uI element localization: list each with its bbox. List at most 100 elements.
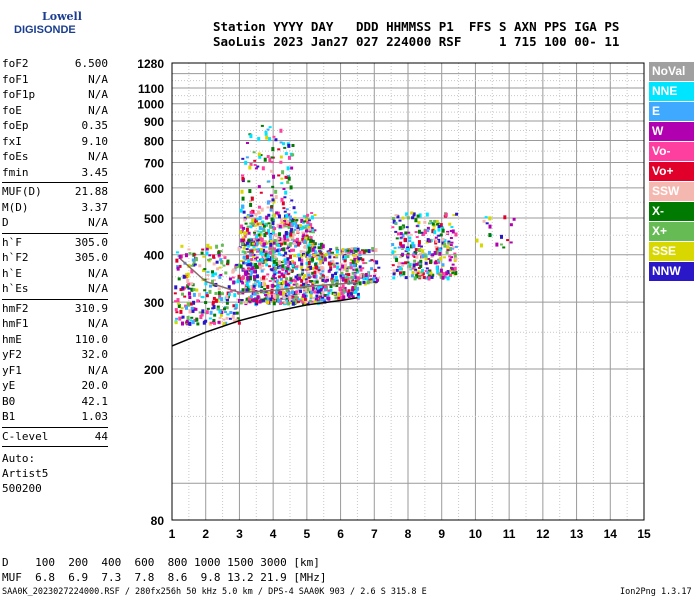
echo-point	[291, 143, 295, 147]
echo-point	[208, 317, 212, 320]
echo-point	[287, 272, 291, 275]
echo-point	[339, 295, 343, 300]
echo-point	[439, 223, 443, 228]
echo-point	[287, 155, 291, 160]
echo-point	[277, 174, 281, 177]
echo-point	[362, 278, 366, 281]
echo-point	[271, 185, 275, 188]
echo-point	[281, 254, 285, 257]
echo-point	[294, 220, 298, 223]
echo-point	[369, 274, 373, 277]
echo-point	[424, 276, 428, 280]
echo-point	[280, 265, 284, 270]
echo-point	[376, 278, 380, 282]
echo-point	[294, 265, 298, 270]
echo-point	[288, 220, 292, 224]
echo-point	[411, 271, 415, 276]
echo-point	[272, 199, 276, 204]
echo-point	[252, 268, 256, 272]
echo-point	[274, 266, 278, 271]
echo-point	[298, 287, 302, 290]
echo-point	[361, 273, 365, 278]
echo-point	[291, 264, 295, 268]
param-row: fmin 3.45	[2, 165, 108, 181]
param-row: yF1 N/A	[2, 363, 108, 379]
legend-item: NoVal	[649, 62, 694, 81]
echo-point	[281, 170, 285, 175]
echo-point	[310, 300, 314, 303]
echo-point	[306, 251, 310, 254]
param-row: B0 42.1	[2, 394, 108, 410]
echo-point	[238, 278, 242, 282]
echo-point	[406, 215, 410, 218]
x-tick-label: 15	[637, 527, 651, 541]
echo-point	[313, 229, 317, 232]
echo-point	[436, 222, 440, 225]
echo-point	[340, 291, 344, 296]
echo-point	[263, 291, 267, 295]
echo-point	[404, 261, 408, 265]
echo-point	[450, 241, 454, 244]
echo-point	[269, 194, 273, 197]
echo-point	[283, 300, 287, 304]
echo-point	[358, 250, 362, 255]
echo-point	[306, 256, 310, 260]
echo-point	[311, 247, 315, 252]
echo-point	[451, 229, 455, 234]
echo-point	[175, 317, 179, 320]
echo-point	[268, 126, 272, 129]
echo-point	[368, 278, 372, 281]
echo-point	[279, 128, 283, 133]
param-name: foF1	[2, 72, 29, 86]
echo-point	[242, 268, 246, 271]
echo-point	[291, 260, 295, 265]
echo-point	[257, 210, 261, 215]
echo-point	[349, 292, 353, 295]
echo-point	[253, 270, 257, 274]
echo-point	[315, 294, 319, 298]
echo-point	[286, 238, 290, 242]
echo-point	[304, 218, 308, 223]
echo-point	[188, 321, 192, 326]
param-row: foEp 0.35	[2, 118, 108, 134]
echo-point	[283, 196, 287, 199]
echo-point	[426, 271, 430, 275]
echo-point	[327, 269, 331, 273]
echo-point	[258, 299, 262, 304]
echo-point	[370, 267, 374, 271]
echo-point	[312, 254, 316, 258]
echo-point	[274, 233, 278, 238]
echo-point	[303, 246, 307, 249]
param-value: 1.03	[81, 410, 109, 423]
echo-point	[423, 220, 427, 224]
param-name: fxI	[2, 134, 22, 148]
param-name: fmin	[2, 165, 29, 179]
param-row: h`F 305.0	[2, 235, 108, 251]
echo-point	[290, 199, 294, 202]
echo-point	[335, 254, 339, 258]
echo-point	[282, 142, 286, 146]
echo-point	[239, 264, 243, 269]
echo-point	[407, 248, 411, 252]
echo-point	[181, 286, 185, 290]
echo-point	[208, 258, 212, 261]
echo-point	[190, 264, 194, 267]
echo-point	[292, 291, 296, 296]
echo-point	[399, 232, 403, 236]
echo-point	[285, 208, 289, 211]
echo-point	[284, 299, 288, 302]
echo-point	[262, 229, 266, 233]
echo-point	[242, 246, 246, 250]
echo-point	[405, 226, 409, 229]
echo-point	[417, 247, 421, 252]
y-tick-label: 200	[144, 363, 164, 377]
echo-point	[433, 261, 437, 265]
echo-point	[311, 297, 315, 300]
legend-item: Vo-	[649, 142, 694, 161]
echo-point	[247, 180, 251, 183]
echo-point	[258, 215, 262, 220]
echo-point	[279, 160, 283, 164]
echo-point	[419, 231, 423, 234]
echo-point	[410, 211, 414, 215]
echo-point	[290, 290, 294, 295]
